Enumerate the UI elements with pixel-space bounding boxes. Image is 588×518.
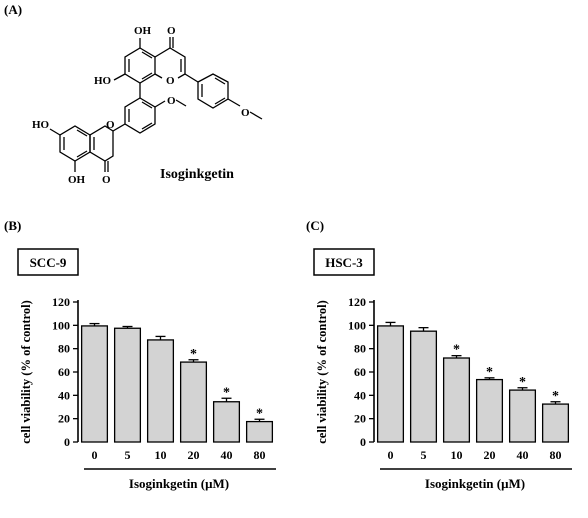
x-tick-label: 80 [254,448,266,462]
x-tick-label: 0 [388,448,394,462]
y-tick-label: 120 [348,295,366,309]
significance-marker: * [190,347,197,362]
bar [113,327,142,443]
y-tick-label: 120 [52,295,70,309]
x-tick-label: 40 [221,448,233,462]
y-tick-label: 80 [58,342,70,356]
chart-title-box [17,248,79,276]
significance-marker: * [552,389,559,404]
atom-o-ring-bottom: O [106,119,115,131]
y-tick-label: 60 [58,365,70,379]
x-axis-label: Isoginkgetin (μM) [129,476,229,491]
y-tick-label: 100 [52,318,70,332]
bar [179,361,208,443]
atom-o-methoxy-mid: O [167,95,176,107]
panel-label-b: (B) [4,218,22,233]
bar [245,420,274,443]
y-tick-label: 0 [360,435,366,449]
significance-marker: * [486,365,493,380]
atom-oh-left: HO [32,119,50,131]
x-tick-label: 10 [451,448,463,462]
x-tick-label: 80 [550,448,562,462]
y-tick-label: 20 [58,412,70,426]
y-tick-label: 100 [348,318,366,332]
structure-atoms: OH O O HO O O O HO OH O [32,25,250,186]
significance-marker: * [519,375,526,390]
bar [442,357,471,443]
bar [80,325,109,443]
atom-o-ring-top: O [166,75,175,87]
atom-o-methoxy-right: O [241,107,250,119]
bar [376,325,405,443]
bar [409,330,438,443]
x-tick-label: 5 [421,448,427,462]
x-tick-label: 20 [188,448,200,462]
bar [146,339,175,443]
y-tick-label: 40 [354,388,366,402]
y-tick-label: 20 [354,412,366,426]
bar [475,378,504,443]
significance-marker: * [453,343,460,358]
atom-oh-bottom: OH [68,174,86,186]
ring-c-top [154,47,186,79]
compound-name: Isoginkgetin [160,167,234,182]
ring-a-bottom [59,125,91,162]
atom-oh-top: OH [134,25,152,37]
bar [541,403,570,443]
y-tick-label: 40 [58,388,70,402]
bar [212,401,241,443]
y-tick-label: 80 [354,342,366,356]
x-tick-label: 0 [92,448,98,462]
atom-oh-mid: HO [94,75,112,87]
atom-o-carbonyl-top: O [167,25,176,37]
panel-label-a: (A) [4,2,23,17]
x-tick-label: 40 [517,448,529,462]
chemical-structure: OH O O HO O O O HO OH O Isoginkgetin [32,25,263,186]
y-tick-label: 0 [64,435,70,449]
chart-title: HSC-3 [325,255,363,270]
structure-bonds [49,37,263,172]
y-axis-label: cell viability (% of control) [19,300,33,444]
x-tick-label: 20 [484,448,496,462]
significance-marker: * [223,385,230,400]
chart-title: SCC-9 [30,255,67,270]
x-tick-label: 10 [155,448,167,462]
bar [508,389,537,443]
panel-label-c: (C) [306,218,325,233]
y-axis-label: cell viability (% of control) [315,300,329,444]
significance-marker: * [256,406,263,421]
x-tick-label: 5 [125,448,131,462]
y-tick-label: 60 [354,365,366,379]
atom-o-carbonyl-bottom: O [102,174,111,186]
chart-title-box [313,248,375,276]
x-axis-label: Isoginkgetin (μM) [425,476,525,491]
